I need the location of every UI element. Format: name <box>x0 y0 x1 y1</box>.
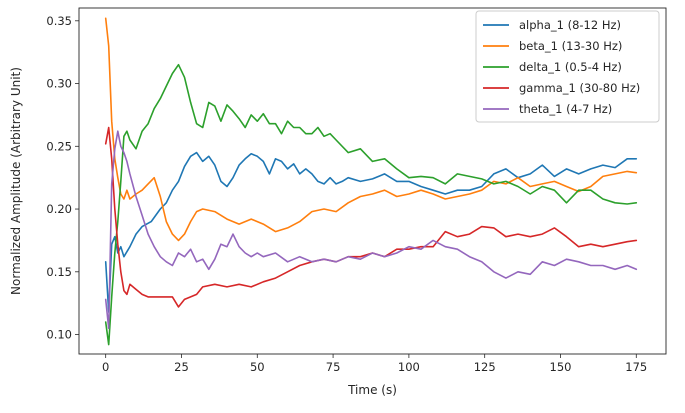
x-tick-label: 25 <box>174 360 189 374</box>
y-tick-label: 0.30 <box>46 77 72 91</box>
x-axis: 0 25 50 75 100 125 150 175 <box>102 354 647 374</box>
legend-label-1: beta_1 (13-30 Hz) <box>519 39 622 53</box>
legend-box <box>475 10 660 123</box>
y-axis-label: Normalized Amplitude (Arbitrary Unit) <box>9 67 23 295</box>
x-axis-label: Time (s) <box>347 383 397 397</box>
legend-label-3: gamma_1 (30-80 Hz) <box>519 81 640 95</box>
series-line-1 <box>104 17 638 242</box>
x-tick-label: 125 <box>474 360 496 374</box>
x-tick-label: 150 <box>550 360 572 374</box>
plot-frame <box>78 7 667 355</box>
y-tick-label: 0.15 <box>46 265 72 279</box>
series-layer <box>104 17 638 346</box>
x-tick-label: 75 <box>326 360 341 374</box>
legend-label-4: theta_1 (4-7 Hz) <box>519 102 612 116</box>
legend-label-0: alpha_1 (8-12 Hz) <box>519 18 621 32</box>
y-axis: 0.10 0.15 0.20 0.25 0.30 0.35 <box>46 14 79 342</box>
x-tick-label: 100 <box>398 360 420 374</box>
y-tick-label: 0.35 <box>46 14 72 28</box>
series-line-2 <box>104 63 638 346</box>
x-tick-label: 0 <box>102 360 109 374</box>
y-tick-label: 0.10 <box>46 328 72 342</box>
legend-label-2: delta_1 (0.5-4 Hz) <box>519 60 622 74</box>
x-tick-label: 50 <box>250 360 265 374</box>
legend: alpha_1 (8-12 Hz) beta_1 (13-30 Hz) delta_… <box>475 10 660 123</box>
y-tick-label: 0.25 <box>46 139 72 153</box>
y-tick-label: 0.20 <box>46 202 72 216</box>
series-line-3 <box>104 126 638 308</box>
x-tick-label: 175 <box>625 360 647 374</box>
series-line-4 <box>104 130 638 330</box>
series-line-0 <box>104 151 638 313</box>
